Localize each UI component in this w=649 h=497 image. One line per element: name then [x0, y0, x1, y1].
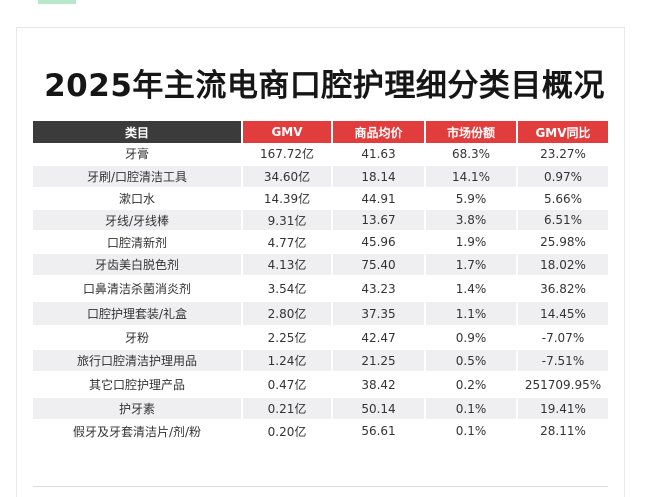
- table-row: 牙粉 2.25亿 42.47 0.9% -7.07%: [33, 326, 608, 350]
- market-share-cell: 1.1%: [425, 301, 518, 327]
- market-share-cell: 0.2%: [425, 372, 518, 398]
- market-share-cell: 1.4%: [425, 276, 518, 302]
- gmv-yoy-cell: 23.27%: [517, 143, 608, 166]
- market-share-cell: 0.5%: [425, 349, 518, 373]
- gmv-yoy-cell: -7.51%: [517, 349, 608, 373]
- header-market-share: 市场份额: [425, 121, 518, 143]
- avg-price-cell: 41.63: [332, 143, 426, 166]
- gmv-cell: 14.39亿: [242, 188, 333, 210]
- category-cell: 口腔护理套装/礼盒: [33, 301, 243, 327]
- gmv-yoy-cell: 5.66%: [517, 188, 608, 210]
- category-cell: 护牙素: [33, 397, 243, 421]
- gmv-yoy-cell: 36.82%: [517, 276, 608, 302]
- category-cell: 牙膏: [33, 143, 243, 166]
- table-row: 口鼻清洁杀菌消炎剂 3.54亿 43.23 1.4% 36.82%: [33, 276, 608, 302]
- gmv-yoy-cell: 19.41%: [517, 397, 608, 421]
- category-table: 类目 GMV 商品均价 市场份额 GMV同比 牙膏 167.72亿 41.63 68.…: [33, 121, 608, 443]
- category-cell: 旅行口腔清洁护理用品: [33, 349, 243, 373]
- top-edge-element: [38, 0, 76, 4]
- avg-price-cell: 38.42: [332, 372, 426, 398]
- table-row: 牙刷/口腔清洁工具 34.60亿 18.14 14.1% 0.97%: [33, 165, 608, 189]
- avg-price-cell: 75.40: [332, 253, 426, 277]
- gmv-cell: 0.21亿: [242, 397, 333, 421]
- table-row: 口腔护理套装/礼盒 2.80亿 37.35 1.1% 14.45%: [33, 301, 608, 327]
- gmv-cell: 0.20亿: [242, 420, 333, 443]
- gmv-cell: 167.72亿: [242, 143, 333, 166]
- category-cell: 口鼻清洁杀菌消炎剂: [33, 276, 243, 302]
- avg-price-cell: 37.35: [332, 301, 426, 327]
- market-share-cell: 1.7%: [425, 253, 518, 277]
- category-cell: 牙齿美白脱色剂: [33, 253, 243, 277]
- avg-price-cell: 45.96: [332, 231, 426, 254]
- table-row: 假牙及牙套清洁片/剂/粉 0.20亿 56.61 0.1% 28.11%: [33, 420, 608, 443]
- gmv-yoy-cell: -7.07%: [517, 326, 608, 350]
- gmv-cell: 2.80亿: [242, 301, 333, 327]
- avg-price-cell: 13.67: [332, 209, 426, 232]
- header-gmv: GMV: [242, 121, 333, 143]
- table-row: 旅行口腔清洁护理用品 1.24亿 21.25 0.5% -7.51%: [33, 349, 608, 373]
- table-row: 牙膏 167.72亿 41.63 68.3% 23.27%: [33, 143, 608, 166]
- page-title: 2025年主流电商口腔护理细分类目概况: [44, 68, 605, 104]
- gmv-yoy-cell: 251709.95%: [517, 372, 608, 398]
- market-share-cell: 0.9%: [425, 326, 518, 350]
- avg-price-cell: 42.47: [332, 326, 426, 350]
- avg-price-cell: 18.14: [332, 165, 426, 189]
- bottom-divider: [33, 486, 608, 487]
- avg-price-cell: 56.61: [332, 420, 426, 443]
- table-row: 口腔清新剂 4.77亿 45.96 1.9% 25.98%: [33, 231, 608, 254]
- market-share-cell: 5.9%: [425, 188, 518, 210]
- gmv-cell: 4.77亿: [242, 231, 333, 254]
- gmv-yoy-cell: 0.97%: [517, 165, 608, 189]
- gmv-cell: 1.24亿: [242, 349, 333, 373]
- table-header-row: 类目 GMV 商品均价 市场份额 GMV同比: [33, 121, 608, 143]
- market-share-cell: 3.8%: [425, 209, 518, 232]
- header-avg-price: 商品均价: [332, 121, 426, 143]
- gmv-yoy-cell: 14.45%: [517, 301, 608, 327]
- gmv-yoy-cell: 25.98%: [517, 231, 608, 254]
- gmv-yoy-cell: 6.51%: [517, 209, 608, 232]
- avg-price-cell: 50.14: [332, 397, 426, 421]
- table-row: 牙齿美白脱色剂 4.13亿 75.40 1.7% 18.02%: [33, 253, 608, 277]
- gmv-cell: 4.13亿: [242, 253, 333, 277]
- gmv-yoy-cell: 28.11%: [517, 420, 608, 443]
- gmv-cell: 34.60亿: [242, 165, 333, 189]
- avg-price-cell: 43.23: [332, 276, 426, 302]
- header-category: 类目: [33, 121, 243, 143]
- market-share-cell: 14.1%: [425, 165, 518, 189]
- category-cell: 其它口腔护理产品: [33, 372, 243, 398]
- market-share-cell: 68.3%: [425, 143, 518, 166]
- market-share-cell: 0.1%: [425, 420, 518, 443]
- gmv-cell: 2.25亿: [242, 326, 333, 350]
- gmv-yoy-cell: 18.02%: [517, 253, 608, 277]
- market-share-cell: 1.9%: [425, 231, 518, 254]
- header-gmv-yoy: GMV同比: [517, 121, 608, 143]
- table-row: 其它口腔护理产品 0.47亿 38.42 0.2% 251709.95%: [33, 372, 608, 398]
- category-cell: 口腔清新剂: [33, 231, 243, 254]
- gmv-cell: 3.54亿: [242, 276, 333, 302]
- table-row: 牙线/牙线棒 9.31亿 13.67 3.8% 6.51%: [33, 209, 608, 232]
- avg-price-cell: 44.91: [332, 188, 426, 210]
- category-cell: 牙线/牙线棒: [33, 209, 243, 232]
- gmv-cell: 0.47亿: [242, 372, 333, 398]
- category-cell: 假牙及牙套清洁片/剂/粉: [33, 420, 243, 443]
- category-cell: 漱口水: [33, 188, 243, 210]
- avg-price-cell: 21.25: [332, 349, 426, 373]
- gmv-cell: 9.31亿: [242, 209, 333, 232]
- table-row: 漱口水 14.39亿 44.91 5.9% 5.66%: [33, 188, 608, 210]
- table-row: 护牙素 0.21亿 50.14 0.1% 19.41%: [33, 397, 608, 421]
- category-cell: 牙刷/口腔清洁工具: [33, 165, 243, 189]
- category-cell: 牙粉: [33, 326, 243, 350]
- market-share-cell: 0.1%: [425, 397, 518, 421]
